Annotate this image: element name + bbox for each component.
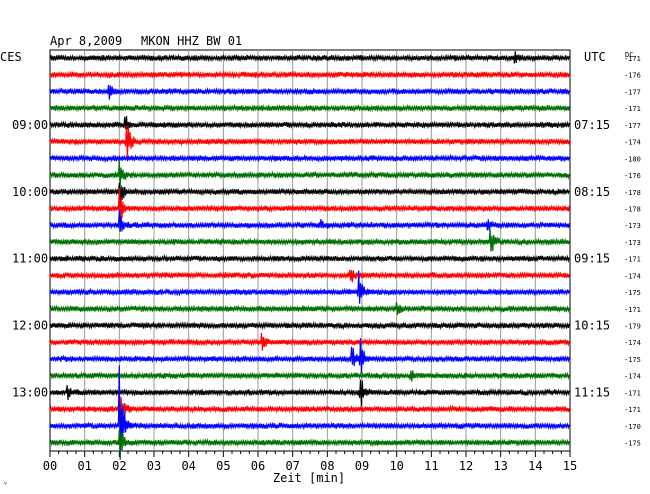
trace-line xyxy=(49,338,570,374)
trace-line xyxy=(49,125,570,159)
x-tick-label: 14 xyxy=(528,459,542,473)
trace-line xyxy=(49,209,570,232)
left-hour-label: 09:00 xyxy=(12,118,48,132)
dc-offset-label: -173 xyxy=(624,222,641,230)
trace-line xyxy=(49,389,570,429)
x-tick-label: 04 xyxy=(181,459,195,473)
x-tick-label: 01 xyxy=(77,459,91,473)
trace-line xyxy=(49,115,570,130)
trace-line xyxy=(49,228,570,252)
trace-line xyxy=(49,153,570,164)
right-utc-label: 09:15 xyxy=(574,252,610,266)
dc-offset-label: -174 xyxy=(624,373,641,381)
left-timezone-label: CES xyxy=(0,50,22,64)
right-utc-label: 07:15 xyxy=(574,118,610,132)
trace-line xyxy=(49,253,570,264)
trace-line xyxy=(49,379,570,407)
x-tick-label: 07 xyxy=(285,459,299,473)
trace-line xyxy=(49,182,570,206)
dc-offset-label: -174 xyxy=(624,339,641,347)
left-hour-label: 10:00 xyxy=(12,185,48,199)
trace-line xyxy=(49,270,570,304)
trace-line xyxy=(49,70,570,80)
x-tick-label: 05 xyxy=(216,459,230,473)
dc-offset-label: -173 xyxy=(624,239,641,247)
dc-offset-label: -176 xyxy=(624,72,641,80)
dc-offset-label: -175 xyxy=(624,356,641,364)
left-hour-label: 13:00 xyxy=(12,385,48,399)
dc-offset-label: -171 xyxy=(624,406,641,414)
right-utc-label: 11:15 xyxy=(574,385,610,399)
left-hour-label: 12:00 xyxy=(12,319,48,333)
dc-offset-label: -171 xyxy=(624,389,641,397)
dc-offset-label: -178 xyxy=(624,205,641,213)
trace-line xyxy=(49,301,570,315)
dc-offset-label: -171 xyxy=(624,55,641,63)
x-tick-label: 00 xyxy=(43,459,57,473)
corner-mark: ᵛ xyxy=(3,480,8,489)
dc-header-label: DC xyxy=(625,51,633,59)
trace-line xyxy=(49,84,570,100)
x-tick-label: 02 xyxy=(112,459,126,473)
trace-line xyxy=(49,320,570,331)
x-tick-label: 06 xyxy=(251,459,265,473)
dc-offset-label: -179 xyxy=(624,323,641,331)
x-tick-label: 08 xyxy=(320,459,334,473)
right-utc-label: 10:15 xyxy=(574,319,610,333)
x-tick-label: 11 xyxy=(424,459,438,473)
trace-line xyxy=(49,51,570,64)
dc-offset-label: -171 xyxy=(624,105,641,113)
trace-line xyxy=(49,160,570,186)
dc-offset-label: -170 xyxy=(624,423,641,431)
dc-offset-label: -176 xyxy=(624,172,641,180)
dc-offset-label: -177 xyxy=(624,122,641,130)
trace-line xyxy=(49,430,570,458)
x-tick-label: 13 xyxy=(493,459,507,473)
right-timezone-label: UTC xyxy=(584,50,606,64)
x-tick-label: 10 xyxy=(389,459,403,473)
dc-offset-label: -180 xyxy=(624,155,641,163)
trace-line xyxy=(49,103,570,113)
chart-date: Apr 8,2009 xyxy=(50,34,122,48)
dc-offset-label: -177 xyxy=(624,88,641,96)
x-tick-label: 03 xyxy=(147,459,161,473)
trace-line xyxy=(49,370,570,382)
x-tick-label: 15 xyxy=(563,459,577,473)
dc-offset-label: -178 xyxy=(624,189,641,197)
trace-line xyxy=(49,365,570,460)
dc-offset-label: -171 xyxy=(624,256,641,264)
trace-line xyxy=(49,332,570,351)
x-tick-label: 09 xyxy=(355,459,369,473)
trace-line xyxy=(49,269,570,283)
right-utc-label: 08:15 xyxy=(574,185,610,199)
dc-offset-label: -174 xyxy=(624,139,641,147)
dc-offset-label: -171 xyxy=(624,306,641,314)
left-hour-label: 11:00 xyxy=(12,252,48,266)
x-axis-label: Zeit [min] xyxy=(273,471,345,485)
dc-offset-label: -174 xyxy=(624,272,641,280)
x-tick-label: 12 xyxy=(459,459,473,473)
dc-offset-label: -175 xyxy=(624,289,641,297)
trace-line xyxy=(49,187,570,225)
dc-offset-label: -175 xyxy=(624,440,641,448)
chart-station: MKON HHZ BW 01 xyxy=(141,34,242,48)
